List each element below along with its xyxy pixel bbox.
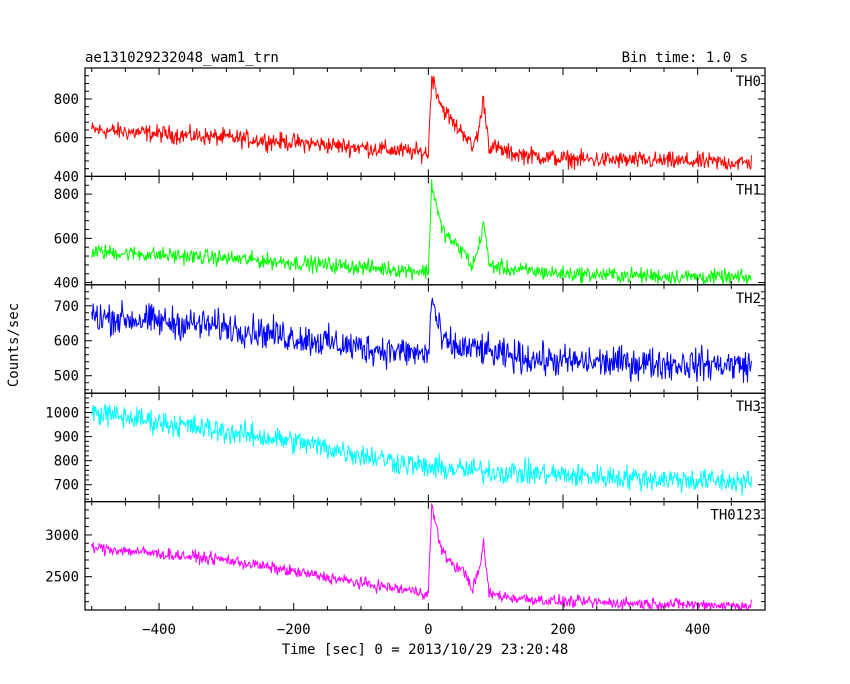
y-tick-label: 700 <box>54 299 79 315</box>
chart-title: ae131029232048_wam1_trn <box>85 50 279 66</box>
panel-label-th0: TH0 <box>736 74 761 90</box>
panels-layer: 400 600 800 TH0 400 600 800 TH1 500 600 700 TH2 700 8… <box>45 67 766 638</box>
x-axis-label: Time [sec] 0 = 2013/10/29 23:20:48 <box>282 642 569 658</box>
y-axis-label: Counts/sec <box>6 303 22 387</box>
bin-time-label: Bin time: 1.0 s <box>622 50 748 66</box>
x-tick-label: 0 <box>424 622 432 638</box>
series-line-th1 <box>91 179 752 285</box>
series-line-th0123 <box>91 502 752 612</box>
panel-th0: 400 600 800 TH0 <box>54 67 766 185</box>
panel-label-th1: TH1 <box>736 182 761 198</box>
x-tick-label: −400 <box>142 622 176 638</box>
y-tick-label: 800 <box>54 454 79 470</box>
panel-frame <box>84 501 766 611</box>
y-tick-label: 700 <box>54 478 79 494</box>
y-tick-label: 1000 <box>45 405 79 421</box>
series-line-th0 <box>91 75 752 171</box>
x-tick-label: 200 <box>550 622 575 638</box>
x-tick-label: −200 <box>277 622 311 638</box>
panel-label-th0123: TH0123 <box>710 508 761 524</box>
panel-th2: 500 600 700 TH2 <box>54 284 766 394</box>
panel-frame <box>84 284 766 394</box>
y-tick-label: 600 <box>54 131 79 147</box>
y-tick-label: 600 <box>54 231 79 247</box>
y-tick-label: 400 <box>54 169 79 185</box>
y-tick-label: 2500 <box>45 570 79 586</box>
y-tick-label: 400 <box>54 276 79 292</box>
panel-label-th2: TH2 <box>736 291 761 307</box>
panel-label-th3: TH3 <box>736 399 761 415</box>
y-tick-label: 900 <box>54 430 79 446</box>
panel-th1: 400 600 800 TH1 <box>54 175 766 292</box>
y-tick-label: 800 <box>54 187 79 203</box>
panel-frame <box>84 392 766 503</box>
y-tick-label: 800 <box>54 92 79 108</box>
x-tick-label: 400 <box>685 622 710 638</box>
panel-th3: 700 800 900 1000 TH3 <box>45 392 766 503</box>
series-line-th2 <box>91 297 752 383</box>
series-line-th3 <box>91 402 752 497</box>
y-tick-label: 3000 <box>45 528 79 544</box>
y-tick-label: 600 <box>54 334 79 350</box>
panel-th0123: 2500 3000 TH0123 <box>45 501 766 612</box>
y-tick-label: 500 <box>54 369 79 385</box>
